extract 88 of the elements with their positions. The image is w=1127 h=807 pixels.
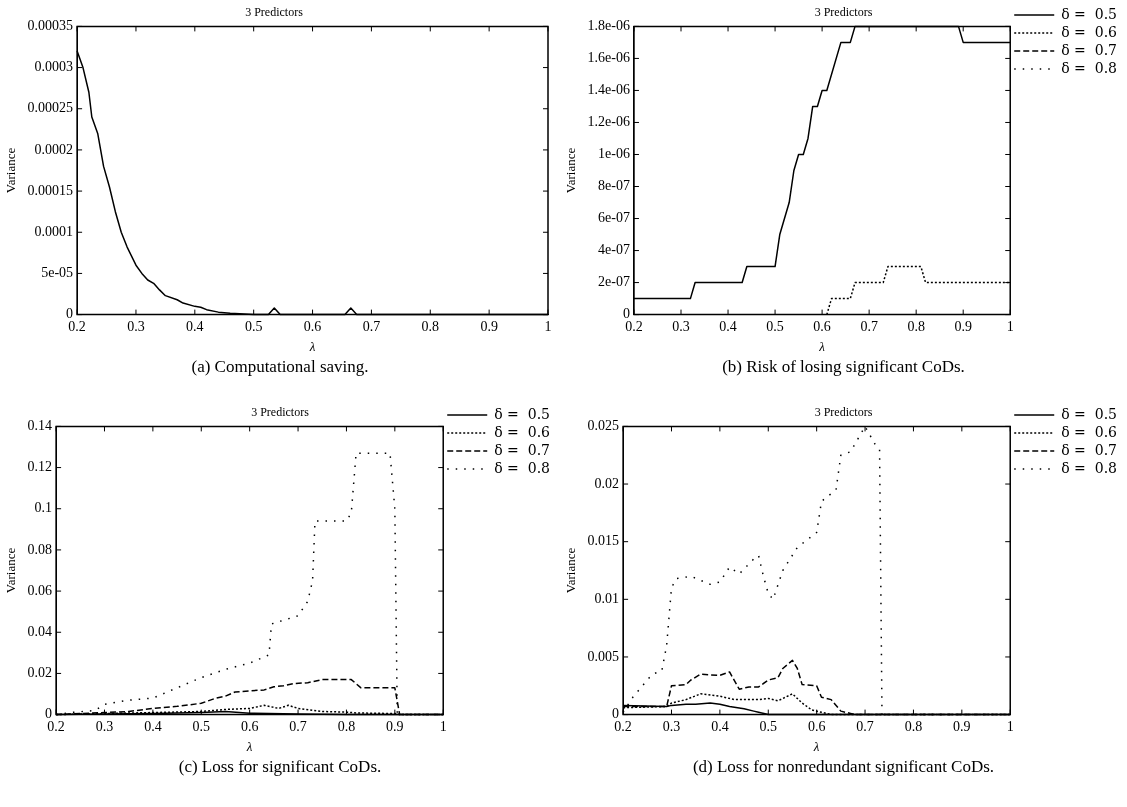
legend-label: δ = 0.7 <box>1061 41 1118 58</box>
x-tick-label: 0.6 <box>813 318 831 334</box>
x-axis-title: λ <box>812 738 820 754</box>
y-tick-label: 5e-05 <box>41 265 74 281</box>
x-tick-label: 0.6 <box>807 718 826 734</box>
legend-label: δ = 0.8 <box>1061 59 1118 76</box>
x-axis-title: λ <box>308 338 316 354</box>
text: (b) Risk of losing significant CoDs. <box>721 357 966 377</box>
x-tick-label: 0.8 <box>337 718 356 734</box>
x-tick-label: 0.8 <box>904 718 923 734</box>
y-tick-label: 0.1 <box>34 500 53 516</box>
x-tick-label: 0.6 <box>240 718 259 734</box>
x-tick-label: 0.3 <box>672 318 690 334</box>
x-tick-label: 0.3 <box>662 718 681 734</box>
x-tick-label: 0.4 <box>719 318 737 334</box>
y-tick-label: 0.025 <box>587 418 620 434</box>
chart-title: 3 Predictors <box>814 405 873 420</box>
x-tick-label: 1 <box>544 318 552 334</box>
x-tick-label: 1 <box>439 718 447 734</box>
y-tick-label: 0.02 <box>594 475 620 491</box>
y-tick-label: 1.4e-06 <box>587 82 630 98</box>
y-tick-label: 1.8e-06 <box>587 18 630 34</box>
y-axis-title: Variance <box>3 547 19 594</box>
y-tick-label: 1.2e-06 <box>587 114 630 130</box>
y-tick-label: 0.06 <box>27 582 53 598</box>
y-axis-title: Variance <box>563 147 579 194</box>
chart-title: 3 Predictors <box>251 405 310 420</box>
x-tick-label: 0.5 <box>244 318 263 334</box>
x-tick-label: 0.9 <box>953 718 971 734</box>
legend-label: δ = 0.5 <box>1061 5 1118 22</box>
x-tick-label: 0.5 <box>759 718 778 734</box>
x-tick-label: 0.8 <box>907 318 925 334</box>
x-tick-label: 0.7 <box>856 718 874 734</box>
legend-label: δ = 0.6 <box>1061 423 1118 440</box>
x-axis-title: λ <box>818 338 826 354</box>
x-axis-title: λ <box>245 738 253 754</box>
y-tick-label: 0.005 <box>587 648 620 664</box>
x-tick-label: 0.8 <box>421 318 440 334</box>
x-tick-label: 0.6 <box>303 318 322 334</box>
chart-title: 3 Predictors <box>245 5 304 20</box>
x-tick-label: 0.7 <box>362 318 381 334</box>
legend-label: δ = 0.6 <box>1061 23 1118 40</box>
y-tick-label: 0.02 <box>27 665 53 681</box>
y-tick-label: 6e-07 <box>598 210 630 226</box>
y-tick-label: 0.0002 <box>34 141 74 157</box>
x-tick-label: 0.7 <box>289 718 307 734</box>
y-tick-label: 0.015 <box>587 533 620 549</box>
x-tick-label: 0.9 <box>480 318 498 334</box>
text: (c) Loss for significant CoDs. <box>177 757 383 777</box>
x-tick-label: 0.3 <box>95 718 114 734</box>
x-tick-label: 0.5 <box>766 318 784 334</box>
x-tick-label: 0.3 <box>127 318 145 334</box>
y-tick-label: 0.12 <box>27 459 53 475</box>
chart-title: 3 Predictors <box>814 5 873 20</box>
y-tick-label: 4e-07 <box>598 242 630 258</box>
legend-label: δ = 0.7 <box>494 441 551 458</box>
x-tick-label: 0.5 <box>192 718 211 734</box>
y-tick-label: 8e-07 <box>598 178 630 194</box>
y-tick-label: 1.6e-06 <box>587 50 630 66</box>
legend-label: δ = 0.7 <box>1061 441 1118 458</box>
legend-label: δ = 0.5 <box>1061 405 1118 422</box>
legend-label: δ = 0.8 <box>1061 459 1118 476</box>
y-axis-title: Variance <box>563 547 579 594</box>
legend-label: δ = 0.8 <box>494 459 551 476</box>
y-tick-label: 0.00015 <box>27 182 74 198</box>
legend-label: δ = 0.6 <box>494 423 551 440</box>
x-tick-label: 0.4 <box>144 718 162 734</box>
x-tick-label: 1 <box>1006 318 1014 334</box>
y-tick-label: 1e-06 <box>598 146 630 162</box>
x-tick-label: 0.7 <box>860 318 878 334</box>
y-tick-label: 0.01 <box>594 590 620 606</box>
y-axis-title: Variance <box>3 147 19 194</box>
x-tick-label: 0.4 <box>711 718 729 734</box>
text: (a) Computational saving. <box>190 357 370 377</box>
y-tick-label: 0.08 <box>27 541 53 557</box>
y-tick-label: 2e-07 <box>598 274 630 290</box>
y-tick-label: 0.00025 <box>27 100 74 116</box>
x-tick-label: 0.4 <box>186 318 204 334</box>
legend-label: δ = 0.5 <box>494 405 551 422</box>
y-tick-label: 0.00035 <box>27 18 74 34</box>
y-tick-label: 0.0003 <box>34 59 74 75</box>
y-tick-label: 0.14 <box>27 418 53 434</box>
text: (d) Loss for nonredundant significant CoDs. <box>691 757 996 777</box>
y-tick-label: 0.04 <box>27 623 53 639</box>
x-tick-label: 0.9 <box>954 318 972 334</box>
y-tick-label: 0.0001 <box>34 223 74 239</box>
x-tick-label: 1 <box>1006 718 1014 734</box>
x-tick-label: 0.9 <box>386 718 404 734</box>
